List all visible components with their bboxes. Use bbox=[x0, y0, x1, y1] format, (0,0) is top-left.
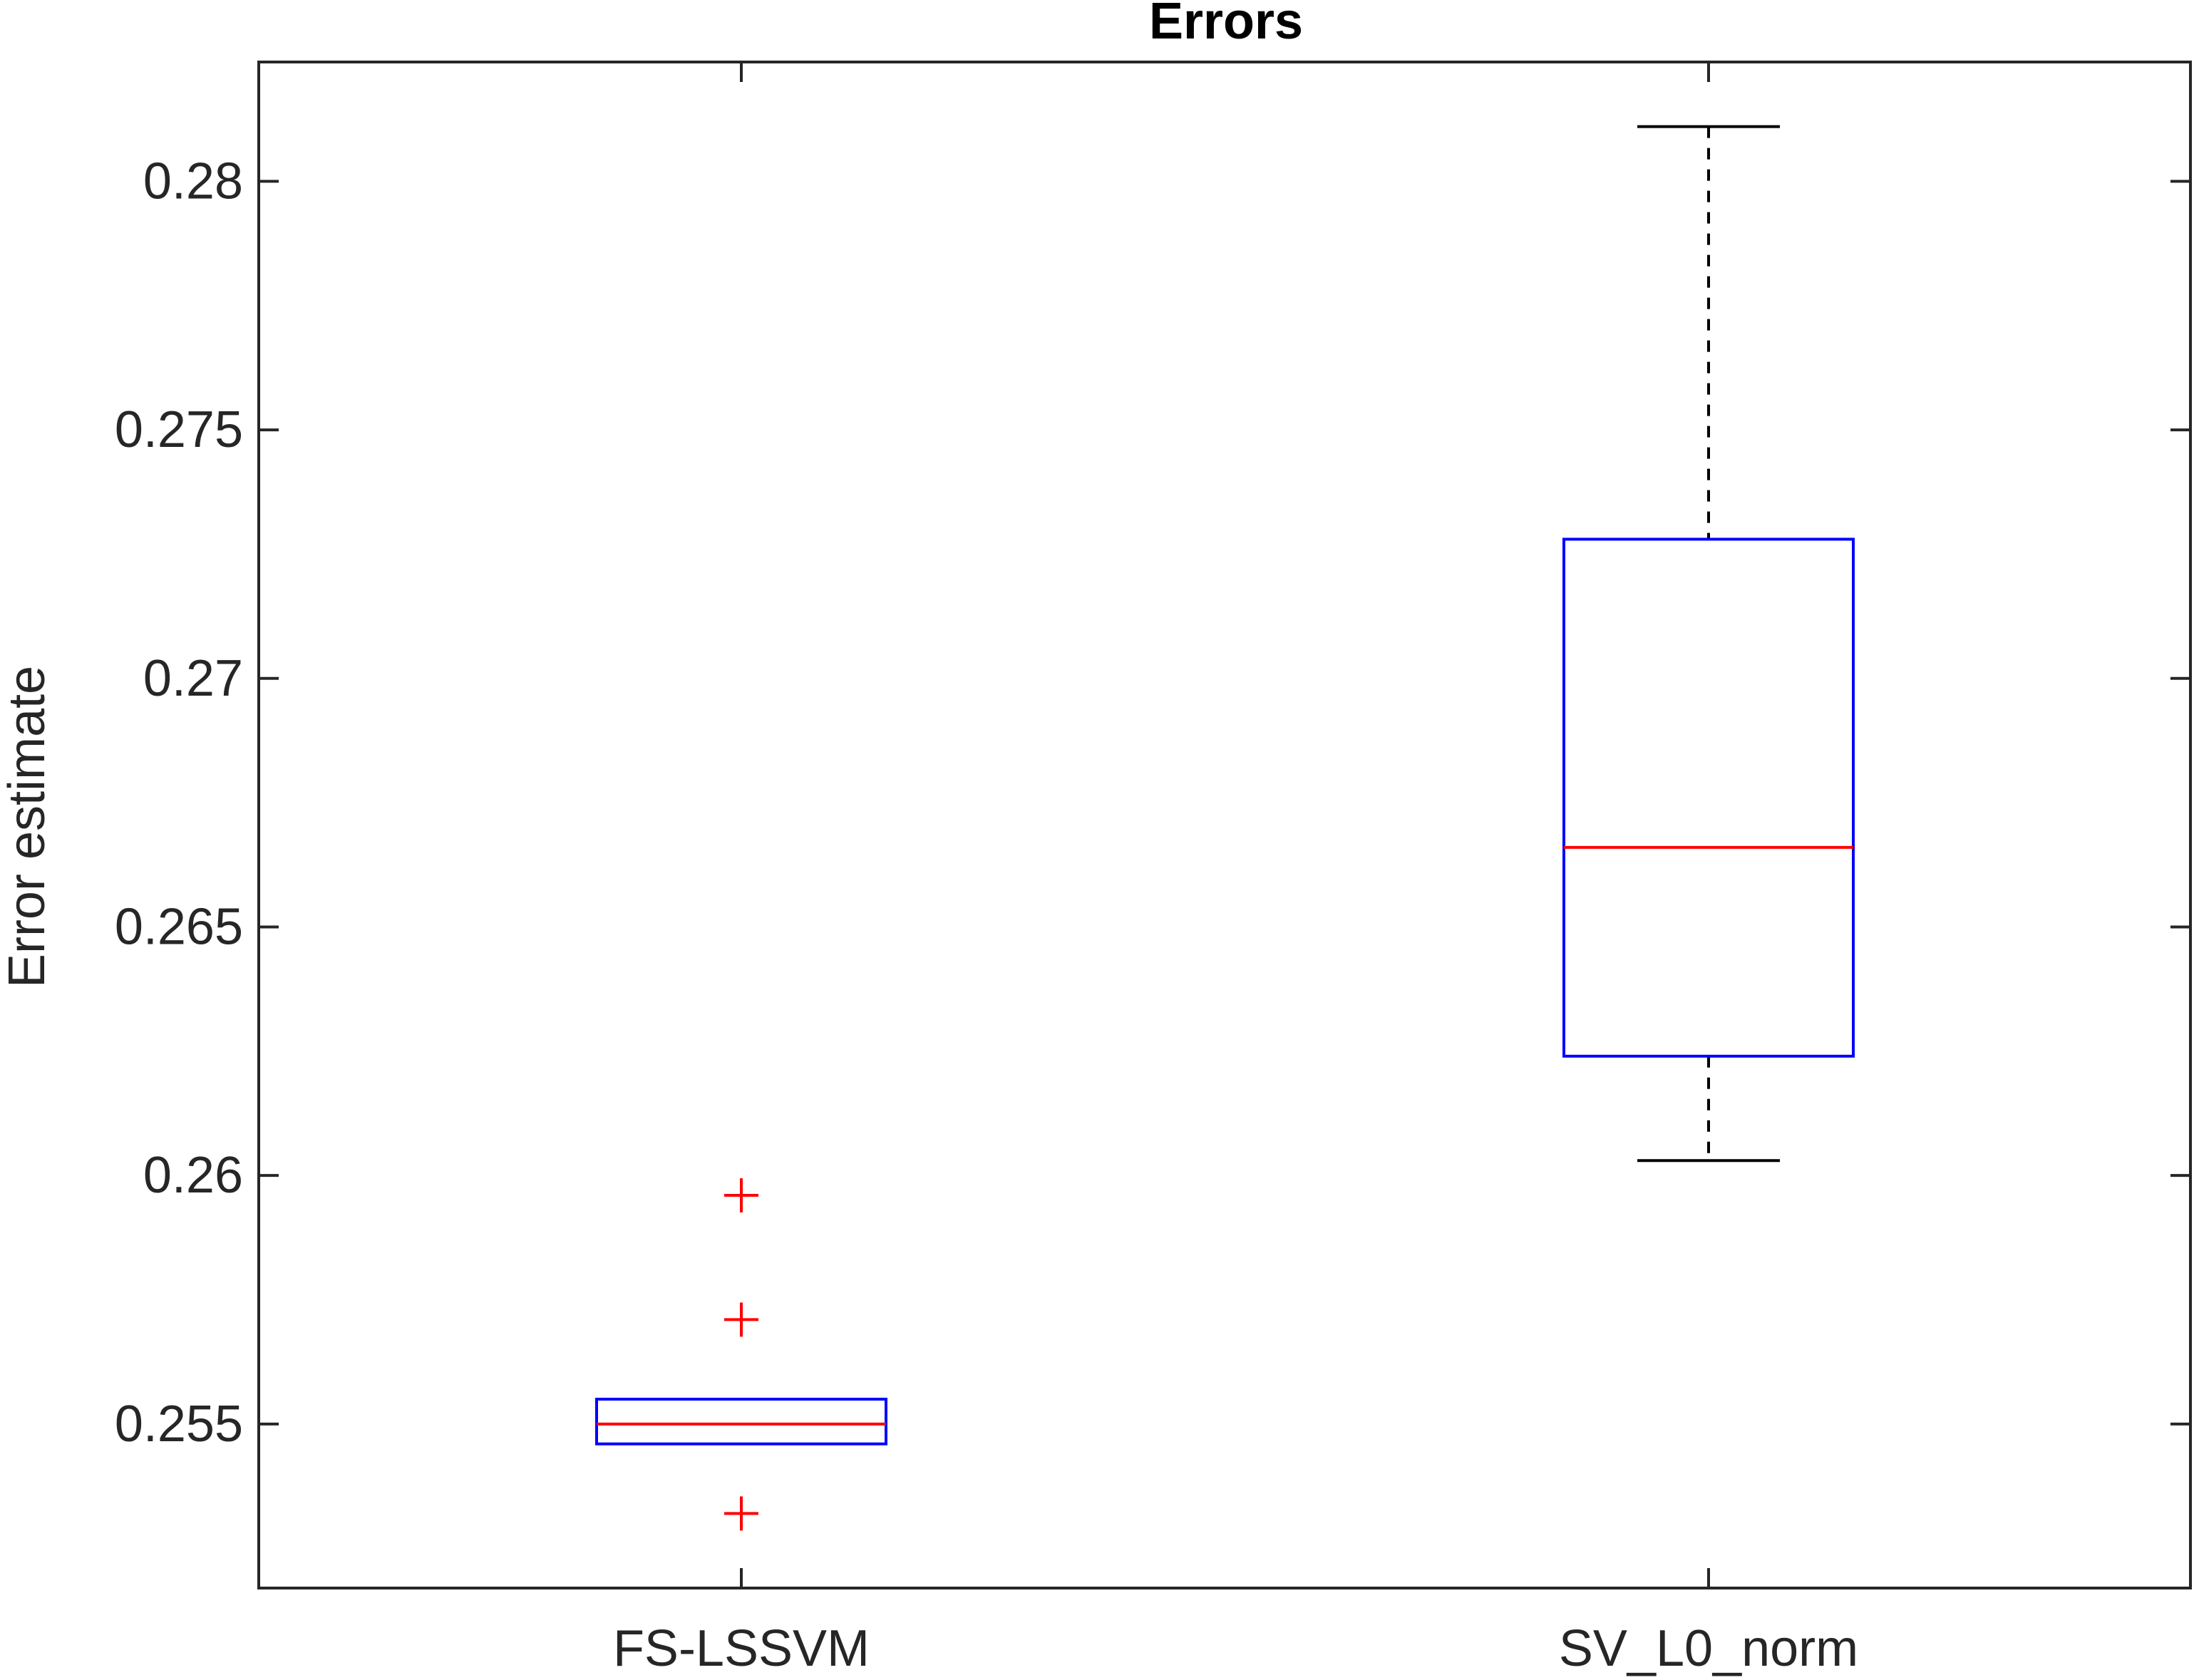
outlier-marker bbox=[724, 1302, 758, 1337]
y-tick-label: 0.27 bbox=[143, 650, 243, 707]
x-tick-label: FS-LSSVM bbox=[613, 1620, 870, 1677]
iqr-box bbox=[595, 1397, 887, 1445]
x-tick-label: SV_L0_norm bbox=[1559, 1620, 1858, 1677]
axes-frame bbox=[257, 61, 2192, 1589]
plot-area: 0.255 0.26 0.265 0.27 0.275 0.28 FS-LSSVM SV_L0… bbox=[115, 62, 2190, 1677]
y-tick-label: 0.255 bbox=[115, 1396, 243, 1453]
y-tick-label: 0.26 bbox=[143, 1147, 243, 1204]
y-tick-label: 0.275 bbox=[115, 401, 243, 458]
iqr-box bbox=[1562, 537, 1855, 1058]
chart-title: Errors bbox=[1149, 0, 1303, 50]
y-axis-label: Error estimate bbox=[0, 666, 56, 988]
y-tick-label: 0.265 bbox=[115, 898, 243, 955]
outlier-marker bbox=[724, 1496, 758, 1531]
outlier-marker bbox=[724, 1178, 758, 1213]
y-tick-label: 0.28 bbox=[143, 153, 243, 210]
